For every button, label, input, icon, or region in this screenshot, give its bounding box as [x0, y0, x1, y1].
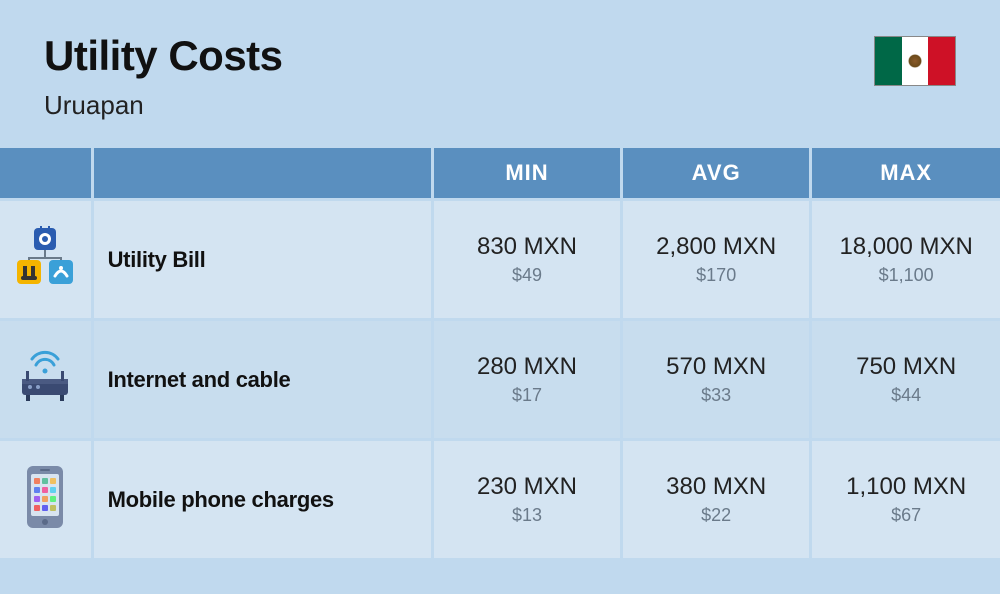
row-icon-cell [0, 440, 92, 560]
cell-max: 18,000 MXN $1,100 [811, 200, 1000, 320]
usd-value: $67 [812, 505, 1000, 526]
mxn-value: 1,100 MXN [812, 473, 1000, 501]
page-subtitle: Uruapan [44, 90, 283, 121]
row-label: Mobile phone charges [92, 440, 432, 560]
flag-stripe-red [928, 37, 955, 85]
utility-icon [14, 226, 76, 293]
row-icon-cell [0, 320, 92, 440]
mxn-value: 2,800 MXN [623, 233, 809, 261]
usd-value: $33 [623, 385, 809, 406]
mxn-value: 230 MXN [434, 473, 620, 501]
usd-value: $49 [434, 265, 620, 286]
cell-max: 1,100 MXN $67 [811, 440, 1000, 560]
router-icon [14, 349, 76, 410]
title-block: Utility Costs Uruapan [44, 32, 283, 121]
cell-avg: 570 MXN $33 [622, 320, 811, 440]
mxn-value: 18,000 MXN [812, 233, 1000, 261]
cell-min: 830 MXN $49 [432, 200, 621, 320]
mxn-value: 750 MXN [812, 353, 1000, 381]
flag-stripe-white [902, 37, 929, 85]
flag-stripe-green [875, 37, 902, 85]
header-blank-icon [0, 147, 92, 200]
usd-value: $13 [434, 505, 620, 526]
header: Utility Costs Uruapan [0, 0, 1000, 145]
row-icon-cell [0, 200, 92, 320]
header-avg: AVG [622, 147, 811, 200]
phone-icon [23, 464, 67, 535]
table-row: Utility Bill 830 MXN $49 2,800 MXN $170 … [0, 200, 1000, 320]
cell-avg: 380 MXN $22 [622, 440, 811, 560]
usd-value: $170 [623, 265, 809, 286]
utility-costs-table: MIN AVG MAX [0, 145, 1000, 561]
table-row: Internet and cable 280 MXN $17 570 MXN $… [0, 320, 1000, 440]
header-blank-label [92, 147, 432, 200]
usd-value: $1,100 [812, 265, 1000, 286]
usd-value: $17 [434, 385, 620, 406]
usd-value: $44 [812, 385, 1000, 406]
mexico-flag-icon [874, 36, 956, 86]
header-min: MIN [432, 147, 621, 200]
mxn-value: 280 MXN [434, 353, 620, 381]
mxn-value: 830 MXN [434, 233, 620, 261]
cell-min: 280 MXN $17 [432, 320, 621, 440]
row-label: Utility Bill [92, 200, 432, 320]
cell-max: 750 MXN $44 [811, 320, 1000, 440]
cell-min: 230 MXN $13 [432, 440, 621, 560]
row-label: Internet and cable [92, 320, 432, 440]
cell-avg: 2,800 MXN $170 [622, 200, 811, 320]
page-title: Utility Costs [44, 32, 283, 80]
table-row: Mobile phone charges 230 MXN $13 380 MXN… [0, 440, 1000, 560]
header-max: MAX [811, 147, 1000, 200]
mxn-value: 570 MXN [623, 353, 809, 381]
flag-emblem-icon [908, 54, 922, 68]
usd-value: $22 [623, 505, 809, 526]
table-header-row: MIN AVG MAX [0, 147, 1000, 200]
mxn-value: 380 MXN [623, 473, 809, 501]
